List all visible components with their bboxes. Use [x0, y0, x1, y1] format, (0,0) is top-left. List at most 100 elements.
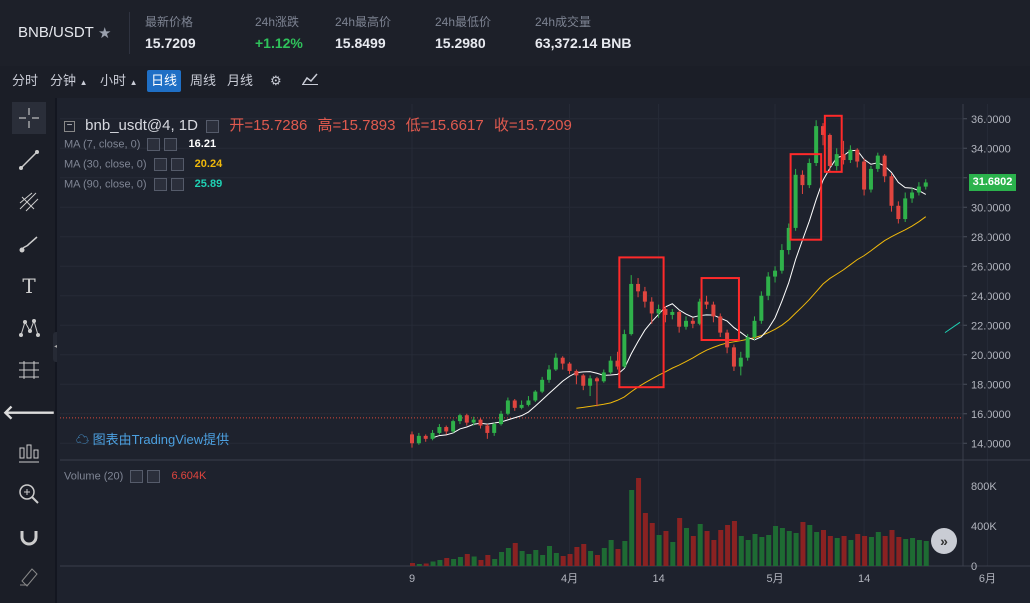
y-tick-label: 28.0000	[971, 232, 1011, 244]
caret-up-icon: ▲	[129, 78, 138, 87]
candle-body	[656, 309, 661, 314]
volume-bar	[697, 524, 703, 566]
lock-drawings-icon[interactable]	[12, 560, 46, 592]
candle-body	[423, 435, 428, 439]
close-icon[interactable]	[170, 178, 184, 191]
stat-label: 最新价格	[145, 15, 194, 29]
interval-hours[interactable]: 小时 ▲	[96, 70, 142, 92]
brush-icon[interactable]	[12, 228, 46, 260]
close-icon[interactable]	[164, 138, 178, 151]
candle-body	[807, 163, 812, 186]
volume-bar	[848, 540, 854, 566]
volume-bar	[827, 536, 833, 566]
trading-pair[interactable]: BNB/USDT	[18, 24, 94, 41]
prediction-icon[interactable]	[12, 354, 46, 386]
caret-up-icon: ▲	[79, 78, 88, 87]
volume-bar	[752, 534, 758, 566]
candle-body	[533, 391, 538, 401]
candle-body	[410, 434, 414, 444]
volume-bar	[903, 539, 909, 566]
volume-bar	[430, 561, 436, 566]
last-price-tag: 31.6802	[969, 174, 1016, 191]
highlight-box	[618, 256, 665, 389]
volume-bar	[622, 541, 628, 566]
stat-label: 24h最高价	[335, 15, 392, 29]
settings-icon[interactable]	[147, 138, 161, 151]
interval-timeline[interactable]: 分时	[12, 73, 39, 88]
stat-value: 15.2980	[435, 35, 486, 51]
tradingview-link[interactable]: ☁ 图表由TradingView提供	[76, 429, 229, 448]
candle-body	[649, 301, 654, 314]
volume-bar	[423, 563, 429, 566]
candle-body	[711, 304, 716, 317]
settings-gear-icon[interactable]: ⚙	[270, 73, 282, 88]
candle-body	[567, 363, 572, 371]
close-icon[interactable]	[170, 158, 184, 171]
volume-bar	[690, 536, 696, 566]
volume-bar	[875, 532, 881, 566]
stat-label: 24h成交量	[535, 15, 592, 29]
settings-icon[interactable]	[130, 470, 144, 483]
scroll-to-latest-button[interactable]: »	[931, 528, 957, 554]
ma-value: 16.21	[188, 138, 217, 151]
y-tick-label: 16.0000	[971, 409, 1011, 421]
volume-bar	[738, 536, 744, 566]
volume-bar	[814, 532, 820, 566]
back-arrow-icon[interactable]: 🡐	[2, 401, 56, 424]
volume-bar	[560, 556, 566, 566]
settings-icon[interactable]	[153, 158, 167, 171]
tradingview-label: 图表由TradingView提供	[92, 432, 230, 447]
trend-line-icon[interactable]	[12, 144, 46, 176]
crosshair-icon[interactable]	[12, 102, 46, 134]
stat-value: 15.8499	[335, 35, 386, 51]
volume-bar	[512, 543, 518, 566]
ma-label: MA (30, close, 0)	[64, 158, 147, 171]
interval-minutes[interactable]: 分钟 ▲	[46, 70, 92, 92]
candle-body	[862, 161, 867, 190]
stat-value: +1.12%	[255, 35, 303, 51]
volume-bar	[821, 530, 826, 566]
candle-body	[581, 375, 586, 386]
volume-bar	[540, 555, 546, 566]
pattern-icon[interactable]	[12, 312, 46, 344]
y-tick-label: 22.0000	[971, 320, 1011, 332]
interval-weekly[interactable]: 周线	[190, 73, 217, 88]
favorite-star-icon[interactable]: ★	[98, 25, 112, 42]
fib-retracement-icon[interactable]	[12, 186, 46, 218]
magnet-icon[interactable]	[12, 520, 46, 552]
volume-bar	[704, 531, 710, 566]
close-icon[interactable]	[147, 470, 161, 483]
collapse-legend-icon[interactable]: −	[64, 120, 75, 132]
candle-body	[848, 149, 853, 161]
candle-body	[574, 370, 579, 376]
volume-bar	[547, 546, 552, 566]
candle-body	[444, 427, 449, 432]
y-tick-label: 18.0000	[971, 379, 1011, 391]
candle-body	[827, 134, 832, 166]
volume-bar	[526, 554, 532, 566]
measure-icon[interactable]	[12, 438, 46, 470]
stat-label: 24h最低价	[435, 15, 492, 29]
volume-bar	[793, 533, 799, 566]
candle-body	[841, 154, 846, 161]
interval-monthly[interactable]: 月线	[227, 73, 254, 88]
text-tool-icon[interactable]: T	[22, 274, 36, 298]
candle-body	[875, 155, 880, 169]
volume-bar	[594, 555, 600, 566]
volume-bar	[882, 536, 888, 566]
candle-body	[690, 320, 695, 324]
interval-daily[interactable]: 日线	[147, 70, 182, 92]
ma-label: MA (7, close, 0)	[64, 138, 141, 151]
settings-icon[interactable]	[206, 119, 220, 133]
candle-body	[834, 154, 839, 166]
low-label: 低=	[405, 117, 430, 134]
settings-icon[interactable]	[153, 178, 167, 191]
volume-tick-label: 400K	[971, 521, 997, 533]
highlight-box	[789, 153, 823, 241]
indicators-icon[interactable]	[298, 70, 322, 92]
zoom-in-icon[interactable]	[12, 478, 46, 510]
candle-body	[868, 168, 873, 190]
volume-bar	[642, 513, 648, 566]
stat-label: 24h涨跌	[255, 15, 300, 29]
